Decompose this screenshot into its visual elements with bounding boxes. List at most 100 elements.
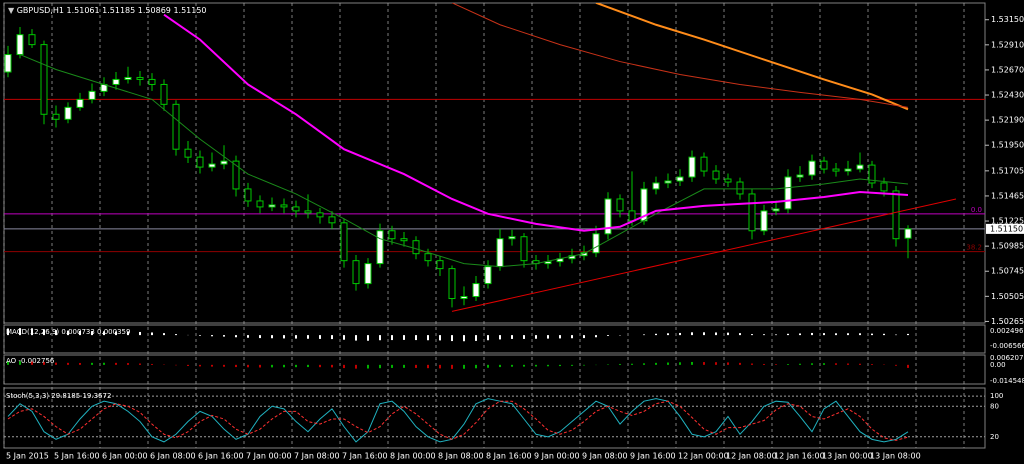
header-arrow: ▼ — [8, 6, 15, 15]
candle-body — [220, 160, 228, 165]
y-tick-label: 1.51950 — [991, 141, 1024, 150]
candle-body — [172, 103, 180, 150]
candle-body — [448, 268, 456, 300]
candle-body — [88, 90, 96, 100]
indicator-name: AO — [6, 357, 17, 365]
header-low: 1.50869 — [138, 6, 171, 15]
x-tick-label: 8 Jan 08:00 — [438, 452, 484, 461]
x-tick-label: 9 Jan 16:00 — [630, 452, 676, 461]
indicator-value: 0.000733 — [61, 328, 94, 336]
candle-body — [712, 170, 720, 180]
candle-body — [508, 236, 516, 240]
candle-body — [628, 210, 636, 222]
candle-body — [724, 178, 732, 183]
candle-body — [196, 156, 204, 168]
y-tick-label: 1.52670 — [991, 65, 1024, 74]
indicator-name: Stoch(5,3,3) — [6, 392, 49, 400]
candle-body — [160, 83, 168, 105]
y-tick-label: 1.52190 — [991, 116, 1024, 125]
candle-body — [772, 208, 780, 212]
candle-body — [796, 174, 804, 178]
x-tick-label: 13 Jan 00:00 — [822, 452, 873, 461]
candle-body — [604, 198, 612, 235]
stoch-line — [7, 398, 909, 443]
candle-body — [892, 190, 900, 240]
x-tick-label: 8 Jan 16:00 — [486, 452, 532, 461]
y-tick-label: 20 — [990, 433, 999, 441]
candle-body — [4, 54, 12, 73]
candle-body — [388, 230, 396, 240]
indicator-name: MACD(12,26,9) — [6, 328, 59, 336]
candle-body — [268, 204, 276, 208]
candle-body — [484, 266, 492, 285]
y-tick-label: 1.50745 — [991, 267, 1024, 276]
indicator-signal: 0.000359 — [97, 328, 130, 336]
y-tick-label: 0.002496 — [990, 327, 1024, 335]
y-tick-label: -0.006566 — [990, 342, 1024, 350]
indicator-value: 29.8185 — [51, 392, 80, 400]
candle-body — [616, 198, 624, 212]
candle-body — [232, 160, 240, 190]
candle-body — [184, 148, 192, 158]
candle-body — [304, 210, 312, 214]
candle-body — [844, 168, 852, 172]
y-tick-label: 1.51465 — [991, 191, 1024, 200]
y-tick-label: 1.50985 — [991, 242, 1024, 251]
y-tick-label: 100 — [990, 392, 1003, 400]
x-tick-label: 6 Jan 08:00 — [150, 452, 196, 461]
macd-panel-frame — [3, 324, 986, 354]
candle-body — [868, 164, 876, 184]
candle-body — [664, 180, 672, 184]
candle-body — [340, 222, 348, 262]
candle-body — [400, 238, 408, 242]
candle-body — [280, 204, 288, 208]
y-tick-label: 1.50265 — [991, 317, 1024, 326]
y-tick-label: 1.52430 — [991, 91, 1024, 100]
candle-body — [136, 76, 144, 80]
candle-body — [28, 34, 36, 46]
overlay-line — [595, 3, 909, 111]
y-tick-label: -0.014548 — [990, 377, 1024, 385]
indicator-panel — [7, 361, 909, 369]
candle-body — [124, 76, 132, 80]
x-tick-label: 8 Jan 00:00 — [390, 452, 436, 461]
candle-body — [412, 240, 420, 255]
candle-body — [112, 78, 120, 85]
overlay-line — [451, 198, 957, 312]
candle-body — [364, 263, 372, 285]
candle-body — [292, 206, 300, 212]
symbol: GBPUSD,H1 — [17, 6, 64, 15]
candle-body — [832, 168, 840, 172]
header-open: 1.51061 — [67, 6, 100, 15]
candle-body — [856, 164, 864, 170]
candle-body — [676, 176, 684, 182]
x-tick-label: 12 Jan 00:00 — [678, 452, 729, 461]
candle-body — [652, 182, 660, 190]
x-tick-label: 5 Jan 2015 — [6, 452, 49, 461]
y-tick-label: 0.00 — [990, 361, 1006, 369]
x-tick-label: 6 Jan 16:00 — [198, 452, 244, 461]
candle-body — [760, 210, 768, 232]
y-tick-label: 80 — [990, 402, 999, 410]
candle-body — [904, 228, 912, 239]
candle-body — [748, 193, 756, 232]
candle-body — [436, 260, 444, 270]
candle-body — [16, 34, 24, 56]
header-high: 1.51185 — [102, 6, 135, 15]
indicator-value: 19.3672 — [82, 392, 111, 400]
candle-body — [40, 44, 48, 115]
x-tick-label: 5 Jan 16:00 — [54, 452, 100, 461]
y-tick-label: 1.50505 — [991, 292, 1024, 301]
candle-body — [460, 296, 468, 300]
candle-body — [880, 182, 888, 192]
overlay-line — [163, 13, 909, 232]
candle-body — [520, 236, 528, 262]
indicator-value: -0.002756 — [18, 357, 54, 365]
x-tick-label: 12 Jan 16:00 — [774, 452, 825, 461]
main-panel-frame — [3, 2, 986, 324]
candle-body — [76, 98, 84, 108]
price-plot: 0.0 38.2 — [4, 3, 985, 312]
x-tick-label: 6 Jan 00:00 — [102, 452, 148, 461]
